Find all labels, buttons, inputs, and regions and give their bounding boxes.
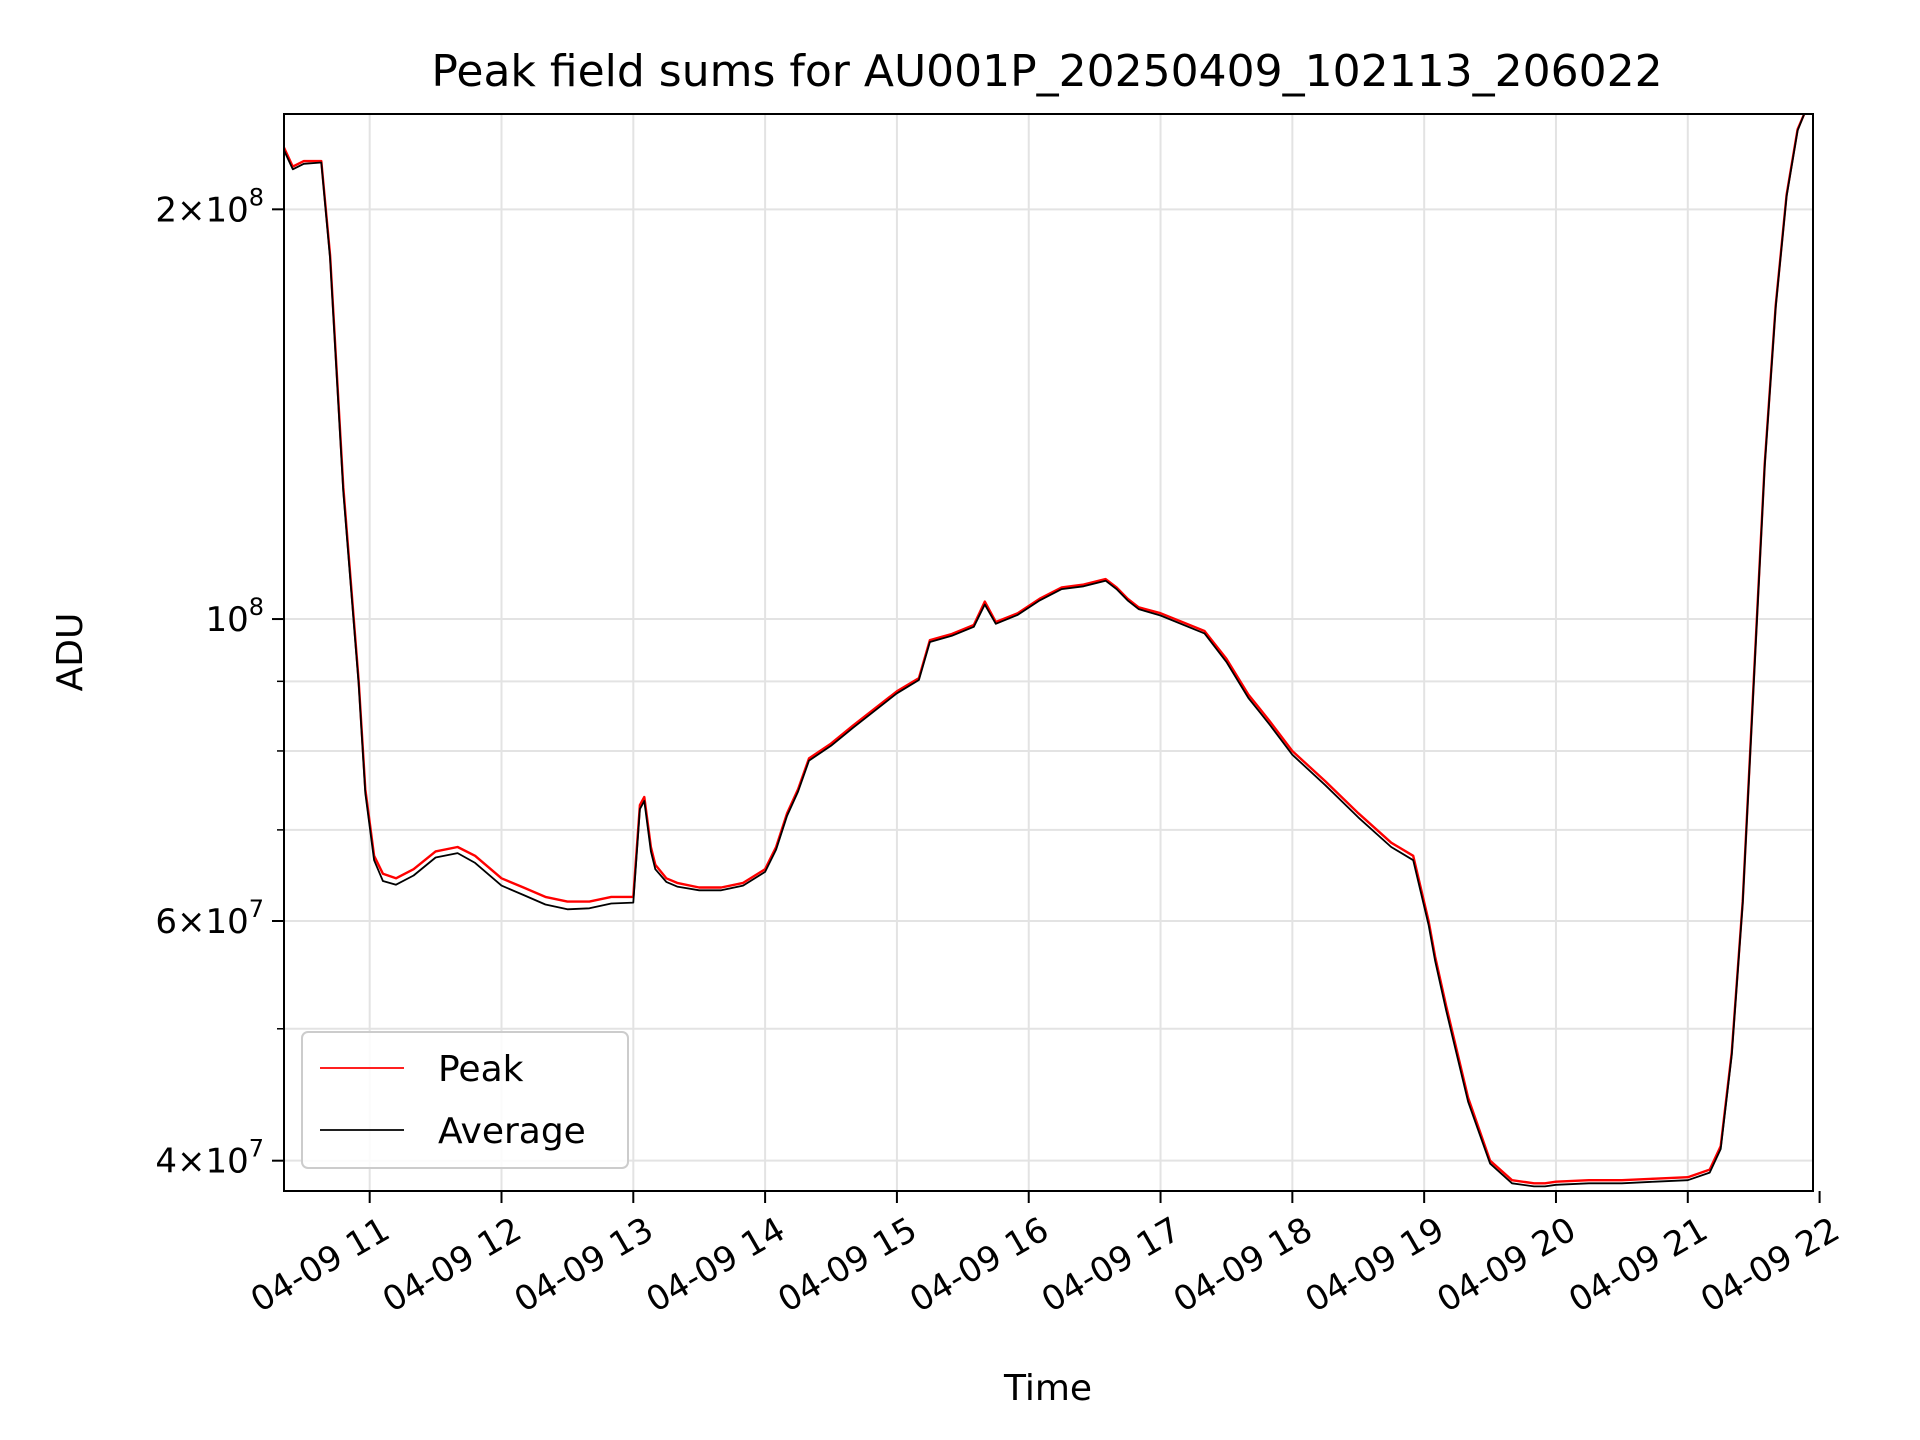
- y-tick-exponent: 8: [249, 183, 264, 211]
- y-tick-label: 6×107: [155, 895, 264, 942]
- y-tick-base: 10: [205, 902, 248, 942]
- y-tick-exponent: 7: [249, 895, 264, 923]
- y-tick-mantissa: 2: [155, 190, 177, 230]
- y-tick-base: 10: [205, 1142, 248, 1182]
- grid-lines: [284, 114, 1813, 1191]
- y-tick-mantissa: 4: [155, 1142, 177, 1182]
- y-tick-base: 10: [205, 600, 248, 640]
- plot-frame: [283, 113, 1814, 1192]
- y-tick-exponent: 8: [249, 593, 264, 621]
- legend-box: [301, 1031, 629, 1169]
- chart-title: Peak field sums for AU001P_20250409_1021…: [431, 46, 1662, 97]
- x-axis-label: Time: [1003, 1368, 1092, 1409]
- y-tick-exponent: 7: [249, 1135, 264, 1163]
- y-tick-times: ×: [177, 1142, 206, 1182]
- y-tick-label: 4×107: [155, 1135, 264, 1182]
- y-tick-base: 10: [205, 190, 248, 230]
- y-tick-times: ×: [177, 190, 206, 230]
- series-line-average: [284, 114, 1806, 1188]
- legend: Peak Average: [301, 1031, 629, 1169]
- legend-peak-label: Peak: [438, 1049, 524, 1090]
- legend-average-label: Average: [438, 1111, 586, 1152]
- y-tick-times: ×: [177, 902, 206, 942]
- y-tick-label: 108: [205, 593, 264, 640]
- y-tick-label: 2×108: [155, 183, 264, 230]
- y-tick-mantissa: 6: [155, 902, 177, 942]
- series-line-peak: [284, 114, 1806, 1185]
- y-axis-label: ADU: [50, 613, 91, 692]
- plot-area: [284, 114, 1806, 1188]
